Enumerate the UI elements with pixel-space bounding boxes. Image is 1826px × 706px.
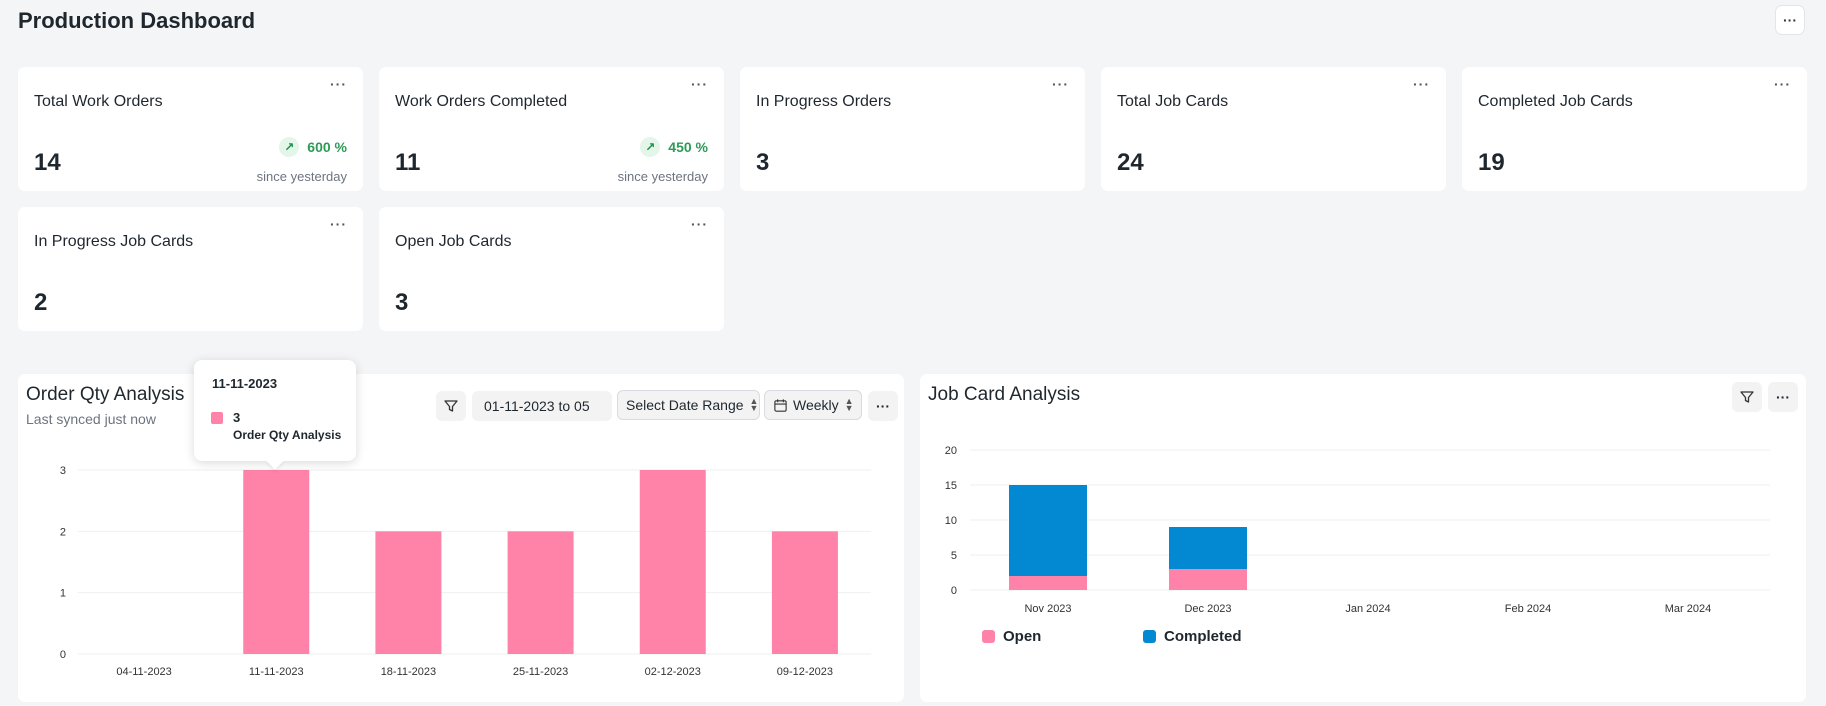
- bar: [243, 470, 310, 654]
- card-menu-button[interactable]: ···: [1413, 76, 1430, 92]
- bar: [375, 531, 442, 654]
- bar: [771, 531, 838, 654]
- filter-icon: [444, 400, 458, 412]
- panel-subtitle: Last synced just now: [26, 411, 156, 427]
- legend-label: Open: [1003, 628, 1042, 645]
- y-tick-label: 1: [60, 588, 66, 600]
- chevron-updown-icon: ▲ ▼: [844, 395, 854, 413]
- trend-indicator: ↗ 600 %: [279, 137, 347, 157]
- legend-swatch: [982, 630, 995, 643]
- card-total-job-cards: Total Job Cards ··· 24: [1101, 67, 1446, 191]
- card-title: Open Job Cards: [395, 233, 512, 250]
- tooltip-series: Order Qty Analysis: [233, 428, 342, 442]
- date-range-select-label: Select Date Range: [626, 397, 744, 413]
- y-tick-label: 0: [60, 649, 66, 661]
- card-title: In Progress Job Cards: [34, 233, 194, 250]
- order-qty-chart: 0 1 2 3 04-11-2023 11-11-2023 18-11-2023 25-11-…: [60, 465, 871, 678]
- x-tick-label: Feb 2024: [1505, 603, 1551, 615]
- job-card-chart: 0 5 10 15 20 Nov 2023 Dec 2023 Jan 2024 Feb 2024…: [945, 445, 1770, 615]
- card-value: 2: [34, 289, 48, 316]
- card-value: 14: [34, 149, 61, 176]
- legend-label: Completed: [1164, 628, 1242, 645]
- card-menu-button[interactable]: ···: [1052, 76, 1069, 92]
- date-range-input[interactable]: 01-11-2023 to 05: [472, 391, 612, 421]
- order-qty-panel: Order Qty Analysis Last synced just now …: [18, 374, 904, 702]
- trend-subtitle: since yesterday: [256, 169, 347, 184]
- bar: [639, 470, 706, 654]
- y-tick-label: 3: [60, 465, 66, 477]
- card-in-progress-orders: In Progress Orders ··· 3: [740, 67, 1085, 191]
- x-tick-label: 11-11-2023: [249, 666, 304, 678]
- x-tick-label: Nov 2023: [1024, 603, 1071, 615]
- dashboard-menu-button[interactable]: ···: [1775, 5, 1805, 35]
- legend-item-completed[interactable]: Completed: [1143, 628, 1242, 645]
- card-menu-button[interactable]: ···: [1774, 76, 1791, 92]
- tooltip-value: 3: [233, 410, 241, 425]
- card-title: Work Orders Completed: [395, 93, 568, 110]
- card-title: In Progress Orders: [756, 93, 892, 110]
- x-tick-label: 25-11-2023: [513, 666, 568, 678]
- filter-button[interactable]: [436, 391, 466, 421]
- trend-indicator: ↗ 450 %: [640, 137, 708, 157]
- y-tick-label: 0: [951, 585, 957, 597]
- bar-completed: [1009, 485, 1087, 576]
- card-in-progress-job-cards: In Progress Job Cards ··· 2: [18, 207, 363, 331]
- y-tick-label: 10: [945, 515, 957, 527]
- card-work-orders-completed: Work Orders Completed ··· 11 ↗ 450 % sin…: [379, 67, 724, 191]
- trend-up-icon: ↗: [279, 137, 300, 157]
- chevron-updown-icon: ▲ ▼: [749, 395, 759, 413]
- bar-completed: [1169, 527, 1247, 569]
- bar-open: [1009, 576, 1087, 590]
- job-card-panel: Job Card Analysis ··· 0 5 10 15 20 Nov 2023 De…: [920, 374, 1806, 702]
- y-tick-label: 20: [945, 445, 957, 457]
- tooltip-swatch: [211, 412, 223, 424]
- x-tick-label: 04-11-2023: [116, 666, 171, 678]
- y-tick-label: 15: [945, 480, 957, 492]
- y-tick-label: 5: [951, 550, 957, 562]
- card-menu-button[interactable]: ···: [330, 216, 347, 232]
- card-menu-button[interactable]: ···: [691, 216, 708, 232]
- card-value: 3: [756, 149, 770, 176]
- filter-button[interactable]: [1732, 382, 1762, 412]
- legend-item-open[interactable]: Open: [982, 628, 1041, 645]
- card-title: Total Job Cards: [1117, 93, 1229, 110]
- tooltip-date: 11-11-2023: [212, 376, 278, 391]
- card-value: 24: [1117, 149, 1144, 176]
- trend-subtitle: since yesterday: [617, 169, 708, 184]
- legend-swatch: [1143, 630, 1156, 643]
- card-title: Total Work Orders: [34, 93, 163, 110]
- panel-menu-button[interactable]: ···: [868, 391, 898, 421]
- card-value: 19: [1478, 149, 1505, 176]
- card-value: 3: [395, 289, 409, 316]
- filter-icon: [1740, 391, 1754, 403]
- page-title: Production Dashboard: [18, 8, 256, 33]
- card-completed-job-cards: Completed Job Cards ··· 19: [1462, 67, 1807, 191]
- calendar-icon: [774, 398, 787, 412]
- x-tick-label: Mar 2024: [1665, 603, 1711, 615]
- card-menu-button[interactable]: ···: [330, 76, 347, 92]
- panel-menu-button[interactable]: ···: [1768, 382, 1798, 412]
- date-range-select[interactable]: Select Date Range ▲ ▼: [617, 390, 760, 420]
- card-total-work-orders: Total Work Orders ··· 14 ↗ 600 % since y…: [18, 67, 363, 191]
- bar: [507, 531, 574, 654]
- trend-up-icon: ↗: [640, 137, 661, 157]
- x-tick-label: 18-11-2023: [381, 666, 436, 678]
- x-tick-label: 02-12-2023: [645, 666, 701, 678]
- x-tick-label: 09-12-2023: [777, 666, 833, 678]
- bar-open: [1169, 569, 1247, 590]
- card-value: 11: [395, 149, 421, 176]
- x-tick-label: Jan 2024: [1345, 603, 1390, 615]
- trend-percentage: 450 %: [668, 139, 708, 155]
- y-tick-label: 2: [60, 526, 66, 538]
- panel-title: Job Card Analysis: [928, 384, 1081, 405]
- trend-percentage: 600 %: [307, 139, 347, 155]
- card-menu-button[interactable]: ···: [691, 76, 708, 92]
- panel-title: Order Qty Analysis: [26, 384, 185, 405]
- chart-tooltip: 11-11-2023 3 Order Qty Analysis: [194, 360, 356, 461]
- interval-select[interactable]: Weekly ▲ ▼: [764, 390, 862, 420]
- interval-select-label: Weekly: [793, 397, 839, 413]
- card-title: Completed Job Cards: [1478, 93, 1633, 110]
- card-open-job-cards: Open Job Cards ··· 3: [379, 207, 724, 331]
- x-tick-label: Dec 2023: [1184, 603, 1231, 615]
